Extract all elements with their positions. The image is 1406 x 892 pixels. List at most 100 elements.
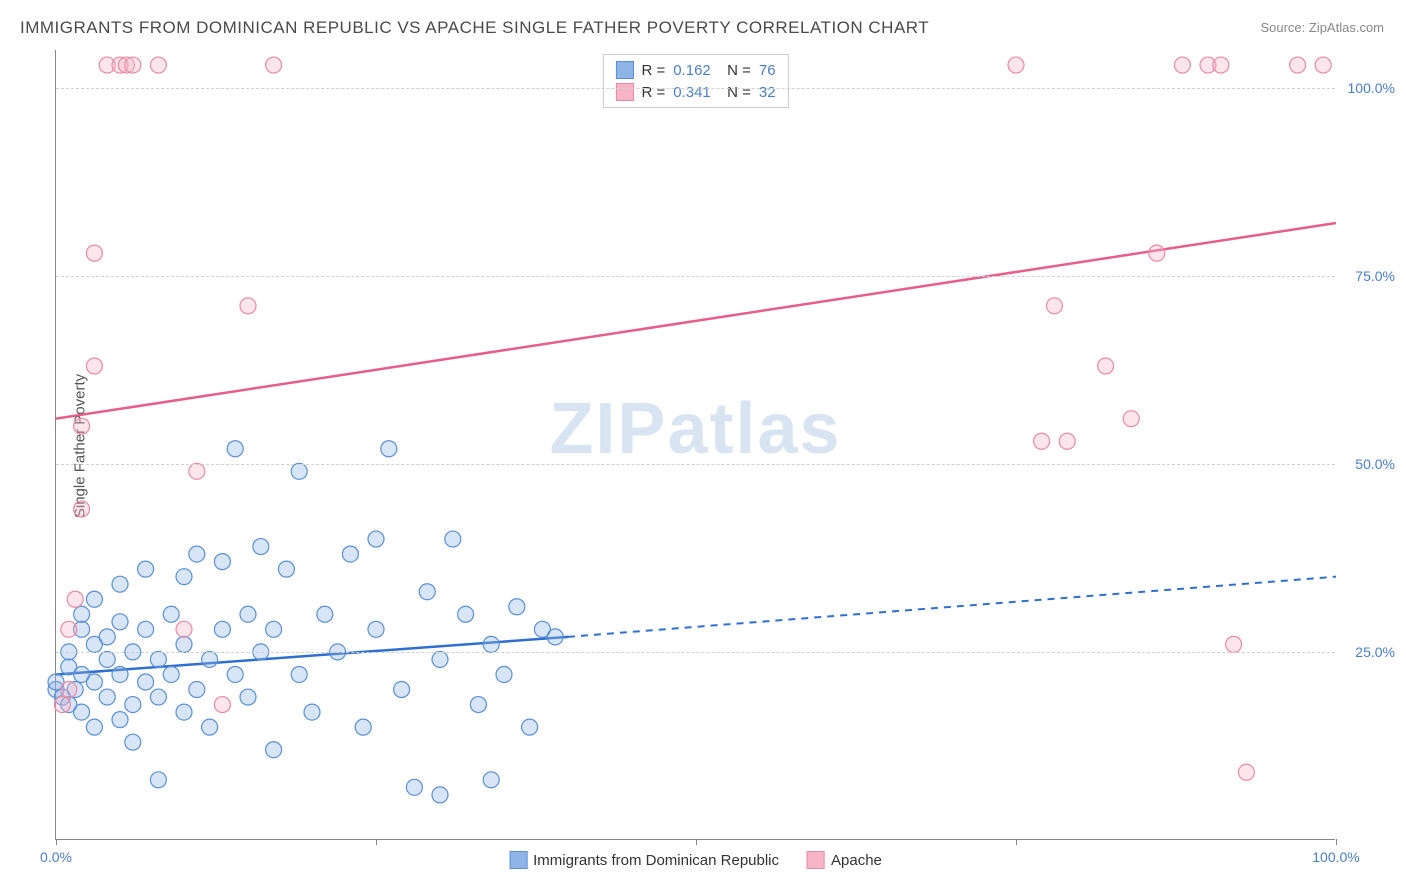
y-tick-label: 100.0%: [1348, 80, 1395, 96]
point-blue: [317, 606, 333, 622]
trendline-dash-blue: [568, 577, 1336, 637]
point-pink: [1238, 764, 1254, 780]
x-tick-label: 100.0%: [1312, 849, 1359, 865]
point-blue: [266, 621, 282, 637]
point-blue: [99, 689, 115, 705]
point-pink: [67, 591, 83, 607]
point-blue: [291, 463, 307, 479]
point-blue: [112, 576, 128, 592]
point-blue: [458, 606, 474, 622]
point-blue: [176, 636, 192, 652]
point-blue: [496, 666, 512, 682]
point-blue: [470, 697, 486, 713]
legend-series: Immigrants from Dominican Republic Apach…: [509, 851, 882, 869]
point-pink: [1059, 433, 1075, 449]
swatch-blue-icon: [509, 851, 527, 869]
point-blue: [86, 719, 102, 735]
point-blue: [150, 651, 166, 667]
point-blue: [112, 614, 128, 630]
point-blue: [150, 689, 166, 705]
x-tick: [696, 839, 697, 845]
point-blue: [214, 554, 230, 570]
point-pink: [1046, 298, 1062, 314]
point-blue: [278, 561, 294, 577]
point-blue: [445, 531, 461, 547]
point-pink: [86, 358, 102, 374]
point-blue: [291, 666, 307, 682]
point-blue: [99, 629, 115, 645]
point-pink: [125, 57, 141, 73]
point-blue: [189, 546, 205, 562]
y-tick-label: 75.0%: [1355, 268, 1395, 284]
point-blue: [74, 606, 90, 622]
gridline: [56, 276, 1335, 277]
point-blue: [483, 772, 499, 788]
point-blue: [342, 546, 358, 562]
point-blue: [99, 651, 115, 667]
point-pink: [176, 621, 192, 637]
point-blue: [355, 719, 371, 735]
point-pink: [1174, 57, 1190, 73]
point-blue: [381, 441, 397, 457]
point-blue: [406, 779, 422, 795]
point-pink: [1123, 411, 1139, 427]
point-blue: [112, 712, 128, 728]
point-blue: [138, 561, 154, 577]
point-blue: [138, 674, 154, 690]
point-pink: [61, 621, 77, 637]
x-tick: [56, 839, 57, 845]
point-blue: [74, 704, 90, 720]
point-blue: [125, 734, 141, 750]
point-blue: [189, 682, 205, 698]
swatch-pink-icon: [807, 851, 825, 869]
point-blue: [163, 666, 179, 682]
x-tick: [1016, 839, 1017, 845]
x-tick: [1336, 839, 1337, 845]
point-blue: [86, 674, 102, 690]
source-label: Source: ZipAtlas.com: [1260, 20, 1384, 35]
point-blue: [138, 621, 154, 637]
point-pink: [1226, 636, 1242, 652]
point-blue: [368, 531, 384, 547]
point-blue: [202, 719, 218, 735]
y-tick-label: 25.0%: [1355, 644, 1395, 660]
point-blue: [163, 606, 179, 622]
series-label-blue: Immigrants from Dominican Republic: [533, 852, 779, 869]
point-pink: [1213, 57, 1229, 73]
point-pink: [74, 501, 90, 517]
point-blue: [150, 772, 166, 788]
point-pink: [1315, 57, 1331, 73]
point-blue: [432, 787, 448, 803]
point-blue: [394, 682, 410, 698]
gridline: [56, 652, 1335, 653]
point-pink: [1008, 57, 1024, 73]
point-blue: [509, 599, 525, 615]
point-pink: [266, 57, 282, 73]
point-blue: [432, 651, 448, 667]
point-blue: [112, 666, 128, 682]
x-tick-label: 0.0%: [40, 849, 72, 865]
point-pink: [1034, 433, 1050, 449]
trendline-pink: [56, 223, 1336, 419]
point-pink: [150, 57, 166, 73]
chart-svg: [56, 50, 1335, 839]
point-blue: [202, 651, 218, 667]
point-pink: [86, 245, 102, 261]
y-tick-label: 50.0%: [1355, 456, 1395, 472]
point-pink: [54, 697, 70, 713]
point-pink: [189, 463, 205, 479]
point-blue: [419, 584, 435, 600]
point-pink: [74, 418, 90, 434]
point-blue: [86, 591, 102, 607]
point-pink: [1098, 358, 1114, 374]
point-blue: [176, 704, 192, 720]
x-tick: [376, 839, 377, 845]
plot-area: ZIPatlas R = 0.162 N = 76 R = 0.341 N = …: [55, 50, 1335, 840]
point-pink: [240, 298, 256, 314]
point-blue: [304, 704, 320, 720]
point-blue: [125, 697, 141, 713]
point-blue: [240, 689, 256, 705]
legend-item-blue: Immigrants from Dominican Republic: [509, 851, 779, 869]
gridline: [56, 88, 1335, 89]
point-pink: [214, 697, 230, 713]
